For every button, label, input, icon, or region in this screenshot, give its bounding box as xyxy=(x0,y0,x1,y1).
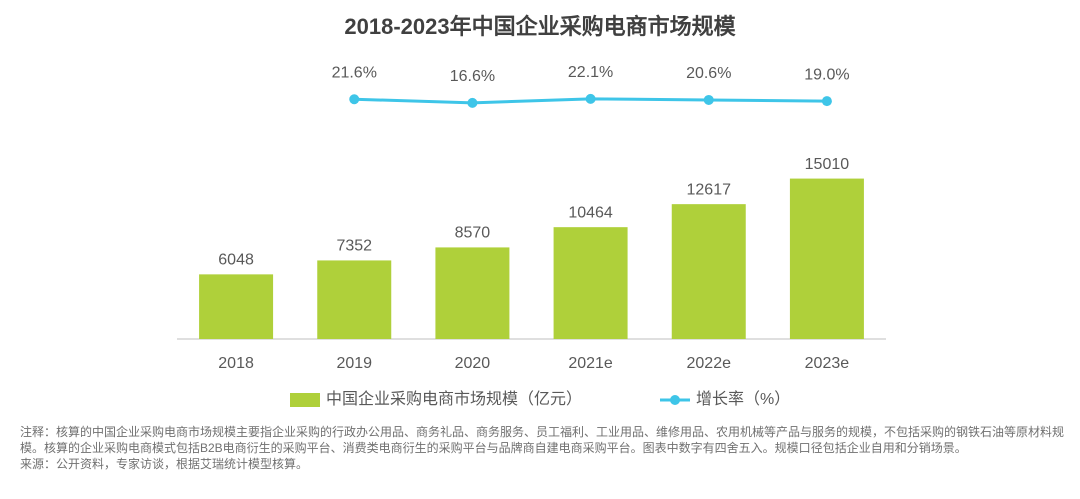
data-label: 8570 xyxy=(455,225,491,242)
bar xyxy=(671,204,746,339)
bar xyxy=(435,247,510,339)
source: 来源：公开资料，专家访谈，根据艾瑞统计模型核算。 xyxy=(20,457,309,471)
x-tick-label: 2018 xyxy=(218,355,254,372)
legend-label: 增长率（%） xyxy=(696,390,790,408)
bar xyxy=(199,274,274,339)
line-point xyxy=(703,94,714,105)
x-tick-label: 2022e xyxy=(687,355,732,372)
legend-label: 中国企业采购电商市场规模（亿元） xyxy=(326,390,582,408)
x-tick-label: 2019 xyxy=(336,355,372,372)
data-label: 21.6% xyxy=(332,64,377,81)
data-label: 22.1% xyxy=(568,64,613,81)
bar xyxy=(317,260,392,339)
data-label: 7352 xyxy=(336,238,372,255)
footnotes: 注释：核算的中国企业采购电商市场规模主要指企业采购的行政办公用品、商务礼品、商务… xyxy=(20,424,1065,472)
note: 注释：核算的中国企业采购电商市场规模主要指企业采购的行政办公用品、商务礼品、商务… xyxy=(20,425,1065,455)
data-label: 10464 xyxy=(568,204,613,221)
bar xyxy=(789,178,864,339)
line-point xyxy=(585,93,596,104)
chart-title: 2018-2023年中国企业采购电商市场规模 xyxy=(344,14,736,39)
x-tick-label: 2023e xyxy=(805,355,850,372)
data-label: 16.6% xyxy=(450,68,495,85)
data-label: 19.0% xyxy=(804,66,849,83)
x-tick-label: 2020 xyxy=(455,355,491,372)
legend-swatch xyxy=(290,393,320,407)
data-label: 6048 xyxy=(218,252,254,269)
bar xyxy=(553,227,628,339)
data-label: 15010 xyxy=(805,156,850,173)
chart: 2018-2023年中国企业采购电商市场规模 2018 2019 2020 2021e… xyxy=(177,14,886,408)
data-label: 20.6% xyxy=(686,65,731,82)
x-tick-label: 2021e xyxy=(568,355,613,372)
line-point xyxy=(821,96,832,107)
legend-swatch xyxy=(670,395,680,405)
line-point xyxy=(349,94,360,105)
data-label: 12617 xyxy=(687,181,732,198)
line-point xyxy=(467,97,478,108)
